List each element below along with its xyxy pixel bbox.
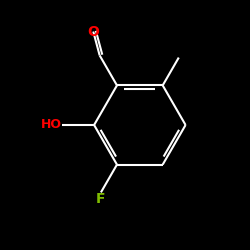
Text: O: O xyxy=(87,24,99,38)
Text: F: F xyxy=(96,192,106,206)
Text: HO: HO xyxy=(41,118,62,132)
